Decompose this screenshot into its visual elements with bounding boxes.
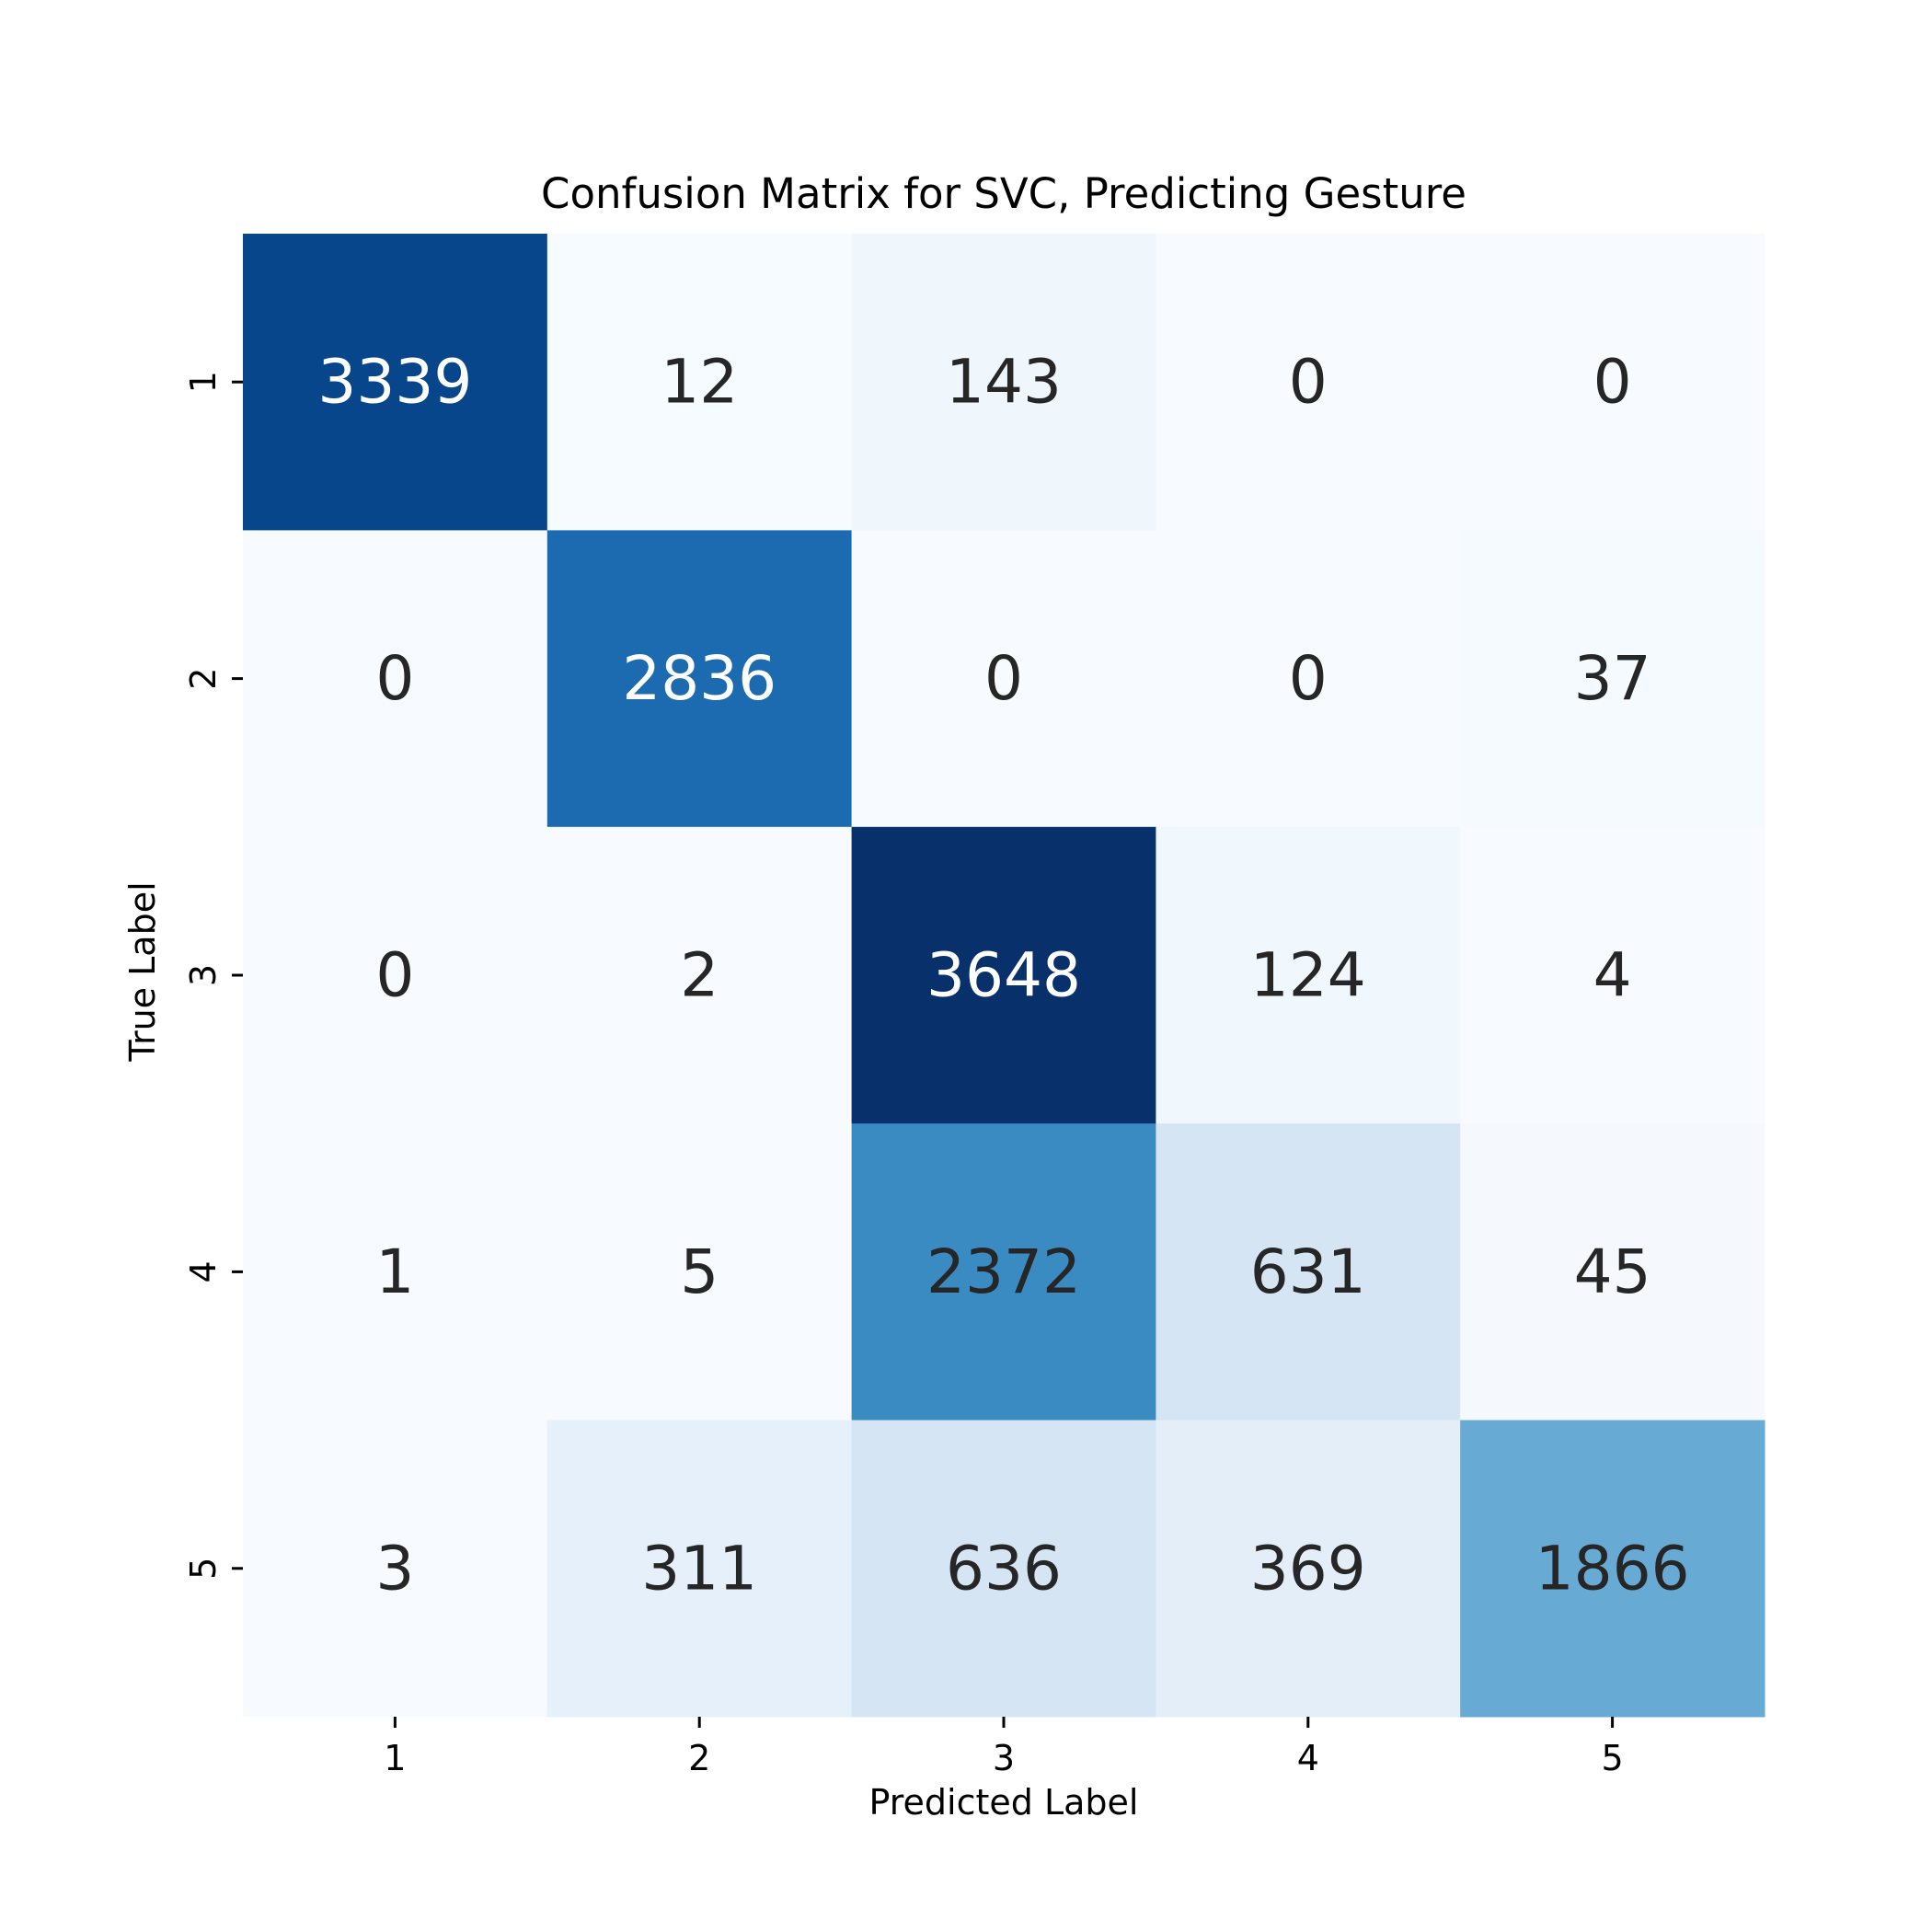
heatmap-cells xyxy=(243,234,1765,1718)
cell-value-label: 636 xyxy=(946,1533,1062,1604)
heatmap-cell-r5-c5 xyxy=(1460,1420,1765,1718)
heatmap-cell-r3-c1 xyxy=(243,826,548,1124)
cell-value-label: 369 xyxy=(1250,1533,1366,1604)
cell-value-label: 3648 xyxy=(926,940,1081,1011)
cell-value-label: 2372 xyxy=(926,1236,1081,1307)
cell-value-label: 3 xyxy=(375,1533,414,1604)
heatmap-cell-r4-c2 xyxy=(546,1123,853,1421)
y-tick-label: 5 xyxy=(183,1558,224,1580)
y-tick-label: 4 xyxy=(183,1260,224,1282)
cell-value-label: 1866 xyxy=(1535,1533,1690,1604)
cell-value-label: 2836 xyxy=(622,643,776,714)
heatmap-cell-r3-c5 xyxy=(1460,826,1765,1124)
cell-value-label: 0 xyxy=(1593,347,1632,418)
heatmap-cell-r5-c1 xyxy=(243,1420,548,1718)
x-axis-label: Predicted Label xyxy=(869,1782,1139,1823)
x-tick-label: 4 xyxy=(1297,1738,1319,1778)
heatmap-cell-r4-c1 xyxy=(243,1123,548,1421)
heatmap-cell-r1-c5 xyxy=(1460,234,1765,531)
x-tick-label: 2 xyxy=(688,1738,710,1778)
heatmap-cell-r3-c2 xyxy=(546,826,853,1124)
cell-value-label: 0 xyxy=(1289,643,1328,714)
cell-value-label: 5 xyxy=(680,1236,719,1307)
y-axis-label: True Label xyxy=(122,881,163,1062)
heatmap-cell-r3-c3 xyxy=(851,826,1156,1124)
heatmap-cell-r2-c2 xyxy=(546,530,853,828)
heatmap-cell-r4-c4 xyxy=(1156,1123,1461,1421)
chart-title: Confusion Matrix for SVC, Predicting Ges… xyxy=(541,169,1466,218)
x-axis-ticks: 1 2 3 4 5 xyxy=(384,1717,1624,1778)
heatmap-cell-r1-c2 xyxy=(546,234,853,531)
heatmap-cell-r2-c5 xyxy=(1460,530,1765,828)
heatmap-cell-r1-c3 xyxy=(851,234,1156,531)
cell-value-label: 4 xyxy=(1593,940,1632,1011)
x-tick-label: 1 xyxy=(384,1738,406,1778)
cell-value-label: 0 xyxy=(375,940,414,1011)
cell-value-label: 12 xyxy=(661,347,738,418)
heatmap-cell-r5-c3 xyxy=(851,1420,1156,1718)
cell-value-label: 0 xyxy=(375,643,414,714)
y-tick-label: 2 xyxy=(183,668,224,690)
heatmap-cell-r5-c4 xyxy=(1156,1420,1461,1718)
cell-value-label: 37 xyxy=(1574,643,1651,714)
y-tick-label: 3 xyxy=(183,964,224,986)
heatmap-cell-r1-c1 xyxy=(243,234,548,531)
cell-value-label: 2 xyxy=(680,940,719,1011)
x-tick-label: 3 xyxy=(993,1738,1015,1778)
y-axis-ticks: 1 2 3 4 5 xyxy=(183,371,243,1580)
cell-value-label: 631 xyxy=(1250,1236,1366,1307)
heatmap-cell-labels: 3339 12 143 0 0 0 2836 0 0 37 0 2 3648 124 4 1 5 2372 631 4… xyxy=(317,347,1689,1604)
cell-value-label: 0 xyxy=(1289,347,1328,418)
heatmap-cell-r2-c1 xyxy=(243,530,548,828)
cell-value-label: 311 xyxy=(641,1533,757,1604)
x-tick-label: 5 xyxy=(1602,1738,1624,1778)
y-tick-label: 1 xyxy=(183,371,224,393)
cell-value-label: 1 xyxy=(375,1236,414,1307)
cell-value-label: 124 xyxy=(1250,940,1366,1011)
heatmap-cell-r4-c5 xyxy=(1460,1123,1765,1421)
cell-value-label: 3339 xyxy=(317,347,472,418)
heatmap-cell-r4-c3 xyxy=(851,1123,1156,1421)
cell-value-label: 45 xyxy=(1574,1236,1651,1307)
heatmap-cell-r2-c3 xyxy=(851,530,1156,828)
cell-value-label: 0 xyxy=(984,643,1023,714)
heatmap-cell-r5-c2 xyxy=(546,1420,853,1718)
heatmap-cell-r3-c4 xyxy=(1156,826,1461,1124)
cell-value-label: 143 xyxy=(946,347,1062,418)
heatmap-cell-r1-c4 xyxy=(1156,234,1461,531)
heatmap-cell-r2-c4 xyxy=(1156,530,1461,828)
